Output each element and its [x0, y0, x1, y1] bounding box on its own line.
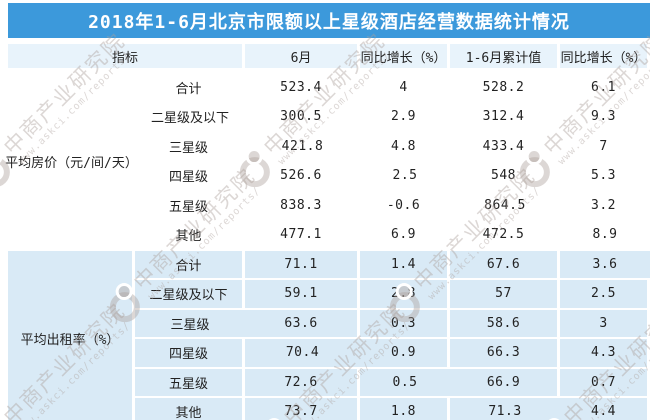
data-cell: 67.6 [450, 248, 560, 278]
data-cell: 57 [450, 278, 560, 308]
data-cell: 2.8 [360, 278, 450, 308]
data-cell: 66.9 [450, 366, 560, 396]
row-group-label-avg-room-price: 平均房价（元/间/天） [5, 71, 138, 249]
data-cell: 477.1 [245, 219, 360, 249]
table-title-bar: 2018年1-6月北京市限额以上星级酒店经营数据统计情况 [8, 3, 650, 38]
data-cell: 7 [560, 130, 650, 160]
data-cell: 4 [360, 71, 450, 101]
data-cell: 472.5 [450, 219, 560, 249]
row-category: 五星级 [135, 189, 245, 219]
row-category: 五星级 [135, 366, 245, 396]
row-category: 三星级 [135, 307, 245, 337]
row-category: 二星级及以下 [135, 101, 245, 131]
data-cell: 300.5 [245, 101, 360, 131]
data-cell: 1.8 [360, 396, 450, 420]
column-header-june: 6月 [245, 42, 360, 68]
data-cell: 0.3 [360, 307, 450, 337]
data-cell: 4.8 [360, 130, 450, 160]
data-cell: 0.9 [360, 337, 450, 367]
data-cell: 526.6 [245, 160, 360, 190]
row-category: 合计 [135, 248, 245, 278]
data-cell: 6.1 [560, 71, 650, 101]
data-table: 指标 6月 同比增长（%） 1-6月累计值 同比增长（%） 平均房价（元/间/天… [5, 42, 650, 420]
data-cell: 864.5 [450, 189, 560, 219]
row-category: 四星级 [135, 160, 245, 190]
column-header-cumulative: 1-6月累计值 [450, 42, 560, 68]
column-header-yoy-cumulative: 同比增长（%） [560, 42, 650, 68]
data-cell: 523.4 [245, 71, 360, 101]
data-cell: 66.3 [450, 337, 560, 367]
data-cell: 548 [450, 160, 560, 190]
data-cell: 3.6 [560, 248, 650, 278]
data-cell: 3 [560, 307, 650, 337]
data-cell: 5.3 [560, 160, 650, 190]
data-cell: 70.4 [245, 337, 360, 367]
data-cell: 0.5 [360, 366, 450, 396]
data-cell: 6.9 [360, 219, 450, 249]
data-cell: 312.4 [450, 101, 560, 131]
data-cell: 8.9 [560, 219, 650, 249]
column-header-yoy-june: 同比增长（%） [360, 42, 450, 68]
data-cell: 71.1 [245, 248, 360, 278]
row-category: 二星级及以下 [135, 278, 245, 308]
data-cell: 838.3 [245, 189, 360, 219]
row-category: 其他 [135, 219, 245, 249]
data-cell: 59.1 [245, 278, 360, 308]
row-category: 其他 [135, 396, 245, 420]
data-cell: 0.7 [560, 366, 650, 396]
row-category: 三星级 [135, 130, 245, 160]
data-cell: 4.3 [560, 337, 650, 367]
data-cell: -0.6 [360, 189, 450, 219]
data-cell: 58.6 [450, 307, 560, 337]
data-cell: 4.4 [560, 396, 650, 420]
data-cell: 421.8 [245, 130, 360, 160]
data-cell: 63.6 [245, 307, 360, 337]
data-cell: 1.4 [360, 248, 450, 278]
row-category: 合计 [135, 71, 245, 101]
data-cell: 3.2 [560, 189, 650, 219]
row-category: 四星级 [135, 337, 245, 367]
column-header-indicator: 指标 [8, 42, 245, 68]
data-cell: 72.6 [245, 366, 360, 396]
data-cell: 2.5 [360, 160, 450, 190]
data-cell: 71.3 [450, 396, 560, 420]
page-title: 2018年1-6月北京市限额以上星级酒店经营数据统计情况 [88, 11, 570, 33]
data-cell: 2.9 [360, 101, 450, 131]
data-cell: 2.5 [560, 278, 650, 308]
data-cell: 528.2 [450, 71, 560, 101]
data-cell: 433.4 [450, 130, 560, 160]
data-cell: 9.3 [560, 101, 650, 131]
row-group-label-avg-occupancy: 平均出租率（%） [8, 248, 135, 420]
data-cell: 73.7 [245, 396, 360, 420]
